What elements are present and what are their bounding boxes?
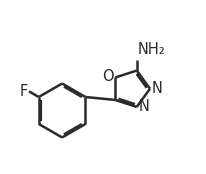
Text: F: F (20, 84, 28, 99)
Text: O: O (102, 69, 114, 84)
Text: N: N (138, 100, 149, 114)
Text: NH₂: NH₂ (138, 42, 165, 57)
Text: N: N (152, 81, 163, 96)
